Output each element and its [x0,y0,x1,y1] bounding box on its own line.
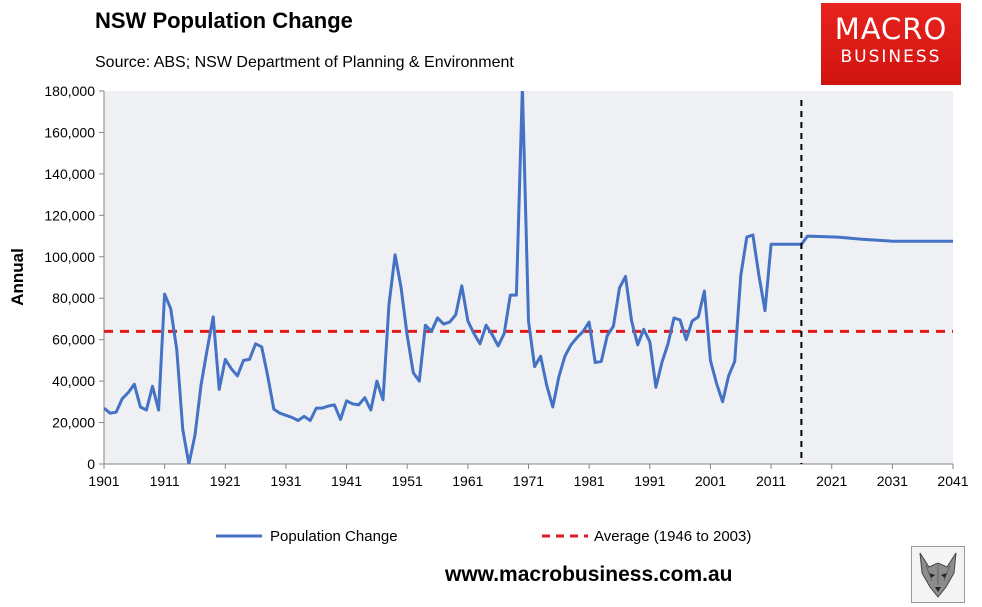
macrobusiness-logo: MACRO BUSINESS [821,3,961,85]
logo-line-1: MACRO [834,12,948,46]
y-axis: 0 20,000 40,000 60,000 80,000 100,000 120,000 1… [44,83,104,472]
y-tick-label: 140,000 [44,166,95,182]
y-tick-label: 20,000 [52,415,95,431]
y-tick-label: 120,000 [44,207,95,223]
y-tick-label: 100,000 [44,249,95,265]
x-tick-label: 1931 [270,473,301,489]
footer-url[interactable]: www.macrobusiness.com.au [445,563,733,586]
x-tick-label: 1961 [452,473,483,489]
x-tick-label: 1981 [574,473,605,489]
x-tick-label: 2021 [816,473,847,489]
x-tick-label: 1901 [88,473,119,489]
x-tick-label: 1941 [331,473,362,489]
x-axis: 1901 1911 1921 1931 1941 1951 1961 1971 1981 1991… [88,464,969,489]
x-tick-label: 1991 [634,473,665,489]
legend-label-population-change: Population Change [270,528,398,545]
y-tick-label: 180,000 [44,83,95,99]
logo-line-2: BUSINESS [840,47,942,67]
x-tick-label: 1911 [150,473,180,489]
y-tick-label: 80,000 [52,290,95,306]
x-tick-label: 2001 [695,473,726,489]
y-tick-label: 60,000 [52,332,95,348]
wolf-mascot-icon [911,546,965,603]
y-tick-label: 0 [87,456,95,472]
series-population-change-line [104,91,953,464]
x-tick-label: 1951 [392,473,423,489]
y-tick-label: 160,000 [44,124,95,140]
x-tick-label: 1971 [513,473,544,489]
x-tick-label: 2041 [937,473,968,489]
series-layer [104,91,953,464]
legend: Population Change Average (1946 to 2003) [216,528,751,545]
x-tick-label: 2031 [877,473,908,489]
y-tick-label: 40,000 [52,373,95,389]
chart-title: NSW Population Change [95,8,353,33]
x-tick-label: 2011 [756,473,786,489]
y-axis-label: Annual [8,248,27,306]
x-tick-label: 1921 [210,473,241,489]
legend-label-average: Average (1946 to 2003) [594,528,751,545]
chart-subtitle: Source: ABS; NSW Department of Planning … [95,54,514,71]
